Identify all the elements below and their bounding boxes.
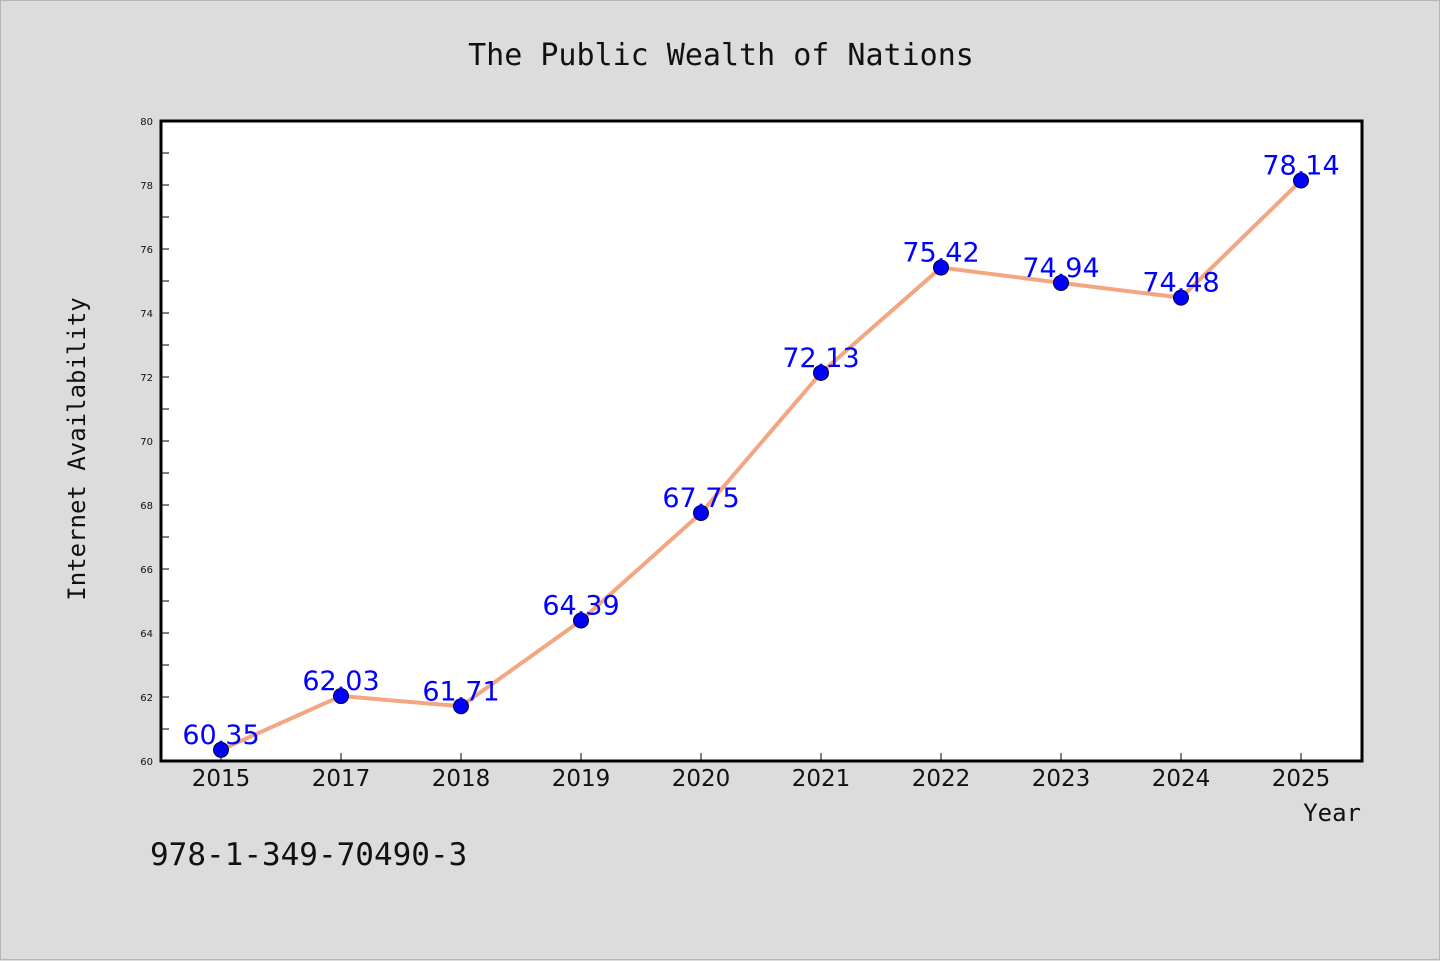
x-tick-label: 2018 xyxy=(432,766,491,792)
y-tick-label: 76 xyxy=(140,245,153,256)
y-tick-label: 62 xyxy=(140,693,153,704)
y-axis: 60 62 64 66 68 70 72 74 76 78 80 xyxy=(140,117,169,768)
x-tick-label: 2024 xyxy=(1152,766,1211,792)
x-axis: 2015 2017 2018 2019 2020 2021 2022 2023 2024 2025 xyxy=(192,753,1331,792)
series-line xyxy=(220,179,1303,752)
x-tick-label: 2019 xyxy=(552,766,611,792)
data-label: 75.42 xyxy=(902,238,979,269)
data-label: 78.14 xyxy=(1262,151,1339,182)
data-point xyxy=(813,364,829,381)
data-point xyxy=(933,259,949,276)
data-label: 64.39 xyxy=(542,591,619,622)
data-label: 67.75 xyxy=(662,483,739,514)
data-label: 74.94 xyxy=(1022,253,1099,284)
isbn-footnote: 978-1-349-70490-3 xyxy=(150,837,467,873)
chart-title: The Public Wealth of Nations xyxy=(468,38,974,73)
data-point xyxy=(333,688,349,705)
data-point xyxy=(693,505,709,521)
data-label: 60.35 xyxy=(182,720,259,751)
data-point xyxy=(573,612,589,629)
y-tick-label: 66 xyxy=(140,565,153,576)
x-tick-label: 2017 xyxy=(312,766,371,792)
series-layer xyxy=(213,172,1309,758)
data-label: 72.13 xyxy=(782,343,859,374)
y-tick-label: 78 xyxy=(140,181,153,192)
x-tick-label: 2025 xyxy=(1272,766,1331,792)
data-point xyxy=(1053,274,1069,291)
x-tick-label: 2023 xyxy=(1032,766,1091,792)
data-point xyxy=(1173,289,1189,306)
y-tick-label: 68 xyxy=(140,501,153,512)
data-label: 62.03 xyxy=(302,666,379,697)
x-tick-label: 2015 xyxy=(192,766,251,792)
y-tick-label: 64 xyxy=(140,629,153,640)
x-tick-label: 2021 xyxy=(792,766,851,792)
data-label: 74.48 xyxy=(1142,268,1219,299)
y-tick-label: 74 xyxy=(140,309,153,320)
x-tick-label: 2022 xyxy=(912,766,971,792)
y-tick-label: 70 xyxy=(140,437,153,448)
data-point xyxy=(213,741,229,758)
y-axis-label: Internet Availability xyxy=(63,297,91,600)
y-tick-label: 72 xyxy=(140,373,153,384)
y-tick-label: 80 xyxy=(140,117,153,128)
y-tick-label: 60 xyxy=(140,757,153,768)
data-label: 61.71 xyxy=(422,676,499,707)
data-labels: 60.35 62.03 61.71 64.39 67.75 72.13 75.42 74.94… xyxy=(182,151,1339,751)
x-axis-label: Year xyxy=(1303,799,1361,827)
data-point xyxy=(453,698,469,715)
x-tick-label: 2020 xyxy=(672,766,731,792)
data-point xyxy=(1293,172,1309,189)
